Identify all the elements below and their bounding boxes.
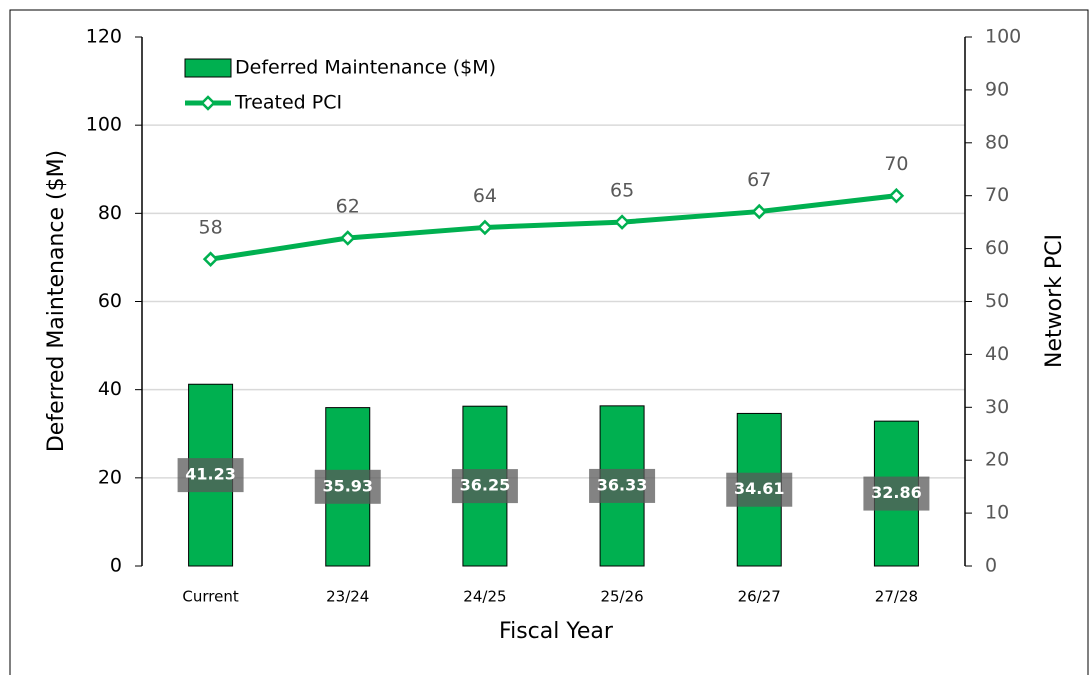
x-tick-label: 25/26 — [600, 588, 643, 606]
y-tick-label: 0 — [110, 555, 122, 577]
legend-label: Treated PCI — [234, 92, 342, 114]
value-label: 36.25 — [460, 476, 511, 495]
value-label-box — [177, 458, 244, 493]
value-label-box — [314, 469, 381, 504]
value-label: 67 — [747, 169, 771, 191]
y-axis-title: Deferred Maintenance ($M) — [44, 150, 69, 452]
value-label: 64 — [473, 185, 497, 207]
line — [210, 193, 897, 262]
y2-tick-label: 40 — [985, 343, 1009, 365]
y2-tick-label: 30 — [985, 396, 1009, 418]
y2-tick-label: 50 — [985, 290, 1009, 312]
value-label: 34.61 — [734, 479, 785, 498]
x-tick-label: 23/24 — [326, 588, 369, 606]
line-marker — [888, 187, 905, 204]
y2-tick-label: 10 — [985, 502, 1009, 524]
value-label-box — [451, 469, 518, 504]
y-tick-label: 80 — [98, 202, 122, 224]
value-label: 65 — [610, 180, 634, 202]
x-tick-label: Current — [182, 588, 238, 606]
y2-tick-label: 100 — [985, 26, 1021, 48]
value-label: 58 — [198, 217, 222, 239]
line-marker — [751, 203, 768, 220]
x-tick-label: 24/25 — [463, 588, 506, 606]
y2-axis-title: Network PCI — [1042, 234, 1067, 368]
y-tick-label: 100 — [86, 114, 122, 136]
value-label: 70 — [884, 153, 908, 175]
value-label: 36.33 — [597, 475, 648, 494]
y2-tick-label: 90 — [985, 78, 1009, 100]
value-label: 32.86 — [871, 483, 922, 502]
value-label: 41.23 — [185, 465, 236, 484]
legend-swatch — [184, 58, 232, 78]
line-marker — [339, 230, 356, 246]
y-tick-label: 120 — [86, 26, 122, 48]
y-tick-label: 40 — [98, 378, 122, 400]
y-tick-label: 60 — [98, 290, 122, 312]
y2-tick-label: 60 — [985, 237, 1009, 259]
x-tick-label: 26/27 — [738, 588, 781, 606]
legend-label: Deferred Maintenance ($M) — [235, 57, 496, 79]
value-label-box — [589, 468, 656, 503]
value-label-box — [726, 472, 793, 507]
line-marker — [202, 251, 219, 267]
value-label: 62 — [336, 196, 360, 218]
y2-tick-label: 20 — [985, 449, 1009, 471]
y2-tick-label: 0 — [985, 555, 997, 577]
y2-tick-label: 80 — [985, 131, 1009, 153]
x-tick-label: 27/28 — [875, 588, 918, 606]
line-marker — [477, 219, 493, 236]
line-marker — [614, 214, 630, 230]
x-axis-title: Fiscal Year — [499, 619, 614, 644]
y-tick-label: 20 — [98, 466, 122, 488]
value-label: 35.93 — [322, 476, 373, 495]
value-label-box — [863, 476, 930, 511]
frame — [9, 9, 1089, 675]
legend-marker — [200, 95, 216, 111]
y2-tick-label: 70 — [985, 184, 1009, 206]
